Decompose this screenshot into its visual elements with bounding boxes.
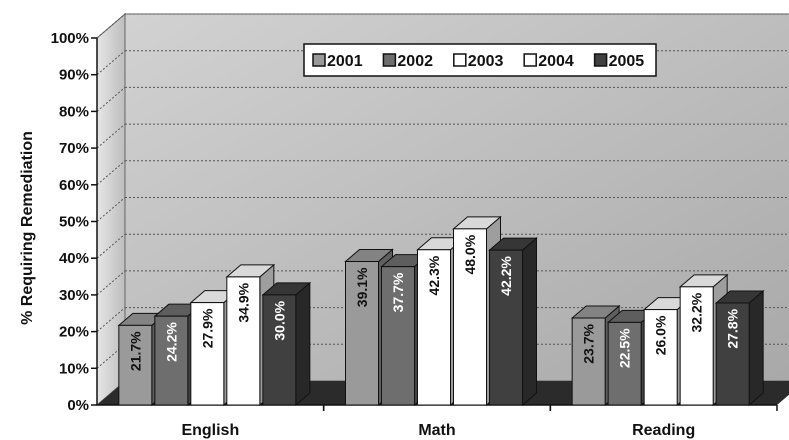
legend-label: 2004 bbox=[538, 53, 574, 70]
data-label: 42.3% bbox=[426, 255, 442, 295]
data-label: 23.7% bbox=[581, 323, 597, 363]
y-tick-label: 100% bbox=[51, 30, 89, 47]
y-tick-label: 80% bbox=[59, 103, 89, 120]
legend-swatch bbox=[593, 53, 608, 67]
legend-swatch bbox=[523, 53, 537, 67]
legend-swatch bbox=[382, 53, 397, 67]
data-label: 30.0% bbox=[271, 300, 287, 340]
data-label: 24.2% bbox=[163, 322, 179, 362]
data-label: 26.0% bbox=[653, 315, 669, 355]
y-tick-label: 0% bbox=[67, 397, 89, 414]
y-tick-label: 40% bbox=[59, 250, 89, 267]
y-tick-label: 90% bbox=[59, 67, 89, 84]
legend-label: 2002 bbox=[397, 53, 433, 70]
data-label: 22.5% bbox=[617, 328, 633, 368]
y-tick-label: 30% bbox=[59, 287, 89, 304]
data-label: 32.2% bbox=[689, 292, 705, 332]
y-axis-label: % Requiring Remediation bbox=[19, 131, 36, 325]
legend-label: 2001 bbox=[327, 53, 363, 70]
x-category-label: Reading bbox=[632, 422, 695, 439]
data-label: 27.8% bbox=[725, 308, 741, 348]
y-tick-label: 20% bbox=[59, 324, 89, 341]
data-label: 37.7% bbox=[390, 272, 406, 312]
data-label: 48.0% bbox=[462, 234, 478, 274]
data-label: 21.7% bbox=[127, 331, 143, 371]
legend-swatch bbox=[453, 53, 467, 67]
legend-swatch bbox=[312, 53, 326, 67]
data-label: 42.2% bbox=[498, 256, 514, 296]
legend-label: 2005 bbox=[609, 53, 645, 70]
y-tick-label: 10% bbox=[59, 360, 89, 377]
y-tick-label: 70% bbox=[59, 140, 89, 157]
legend: 2001 2002 2003 2004 2005 bbox=[303, 43, 657, 77]
x-category-label: Math bbox=[418, 422, 455, 439]
bar-2005-reading bbox=[714, 289, 765, 407]
x-category-label: English bbox=[181, 422, 239, 439]
bar-2005-english bbox=[261, 281, 312, 407]
bar-2005-math bbox=[488, 237, 538, 407]
data-label: 34.9% bbox=[235, 282, 251, 322]
data-label: 39.1% bbox=[354, 267, 370, 307]
y-tick-label: 60% bbox=[59, 177, 89, 194]
data-label: 27.9% bbox=[199, 308, 215, 348]
legend-label: 2003 bbox=[468, 53, 504, 70]
y-tick-label: 50% bbox=[59, 214, 89, 231]
